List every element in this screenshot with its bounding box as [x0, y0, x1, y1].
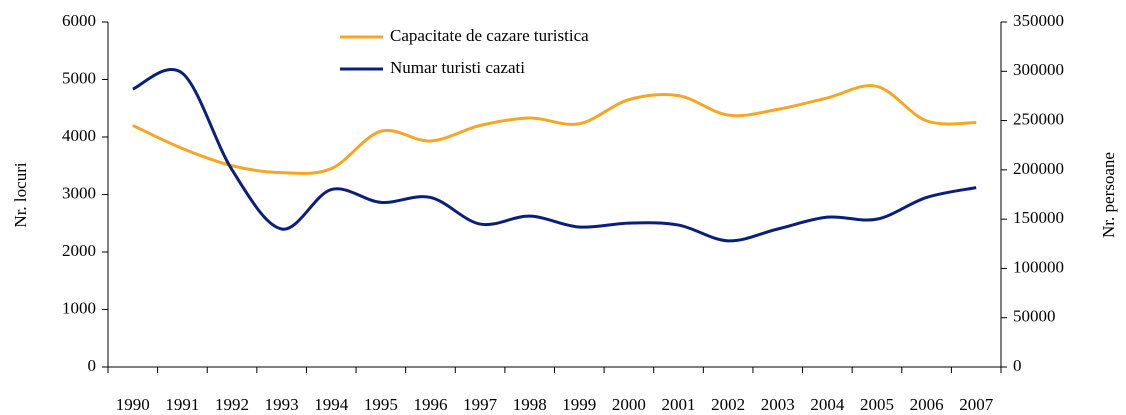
x-tick-label: 1999 — [562, 395, 596, 414]
legend-label: Capacitate de cazare turistica — [390, 26, 589, 45]
x-tick-label: 2006 — [910, 395, 944, 414]
y-axis-title: Nr. locuri — [11, 162, 30, 227]
y2-tick-label: 0 — [1013, 356, 1022, 375]
x-tick-label: 1990 — [116, 395, 150, 414]
x-tick-label: 2002 — [711, 395, 745, 414]
y2-tick-label: 350000 — [1013, 11, 1064, 30]
legend-label: Numar turisti cazati — [390, 58, 525, 77]
y2-axis-title: Nr. persoane — [1099, 152, 1118, 238]
x-tick-label: 1998 — [513, 395, 547, 414]
y2-tick-label: 50000 — [1013, 307, 1056, 326]
x-tick-label: 1993 — [265, 395, 299, 414]
x-tick-label: 1994 — [314, 395, 349, 414]
x-tick-label: 2000 — [612, 395, 646, 414]
x-tick-label: 2005 — [860, 395, 894, 414]
y2-tick-label: 300000 — [1013, 60, 1064, 79]
x-tick-label: 2004 — [810, 395, 845, 414]
y-tick-label: 4000 — [62, 126, 96, 145]
x-tick-label: 2001 — [662, 395, 696, 414]
y-tick-label: 5000 — [62, 68, 96, 87]
x-tick-label: 1992 — [215, 395, 249, 414]
y-tick-label: 2000 — [62, 241, 96, 260]
y2-tick-label: 150000 — [1013, 208, 1064, 227]
y-tick-label: 0 — [88, 356, 97, 375]
y-tick-label: 1000 — [62, 298, 96, 317]
x-tick-label: 2003 — [761, 395, 795, 414]
y2-tick-label: 100000 — [1013, 257, 1064, 276]
series-line — [132, 84, 977, 175]
y-tick-label: 3000 — [62, 183, 96, 202]
x-tick-label: 1996 — [413, 395, 447, 414]
x-tick-label: 1991 — [165, 395, 199, 414]
x-tick-label: 2007 — [959, 395, 994, 414]
y-tick-label: 6000 — [62, 11, 96, 30]
x-tick-label: 1995 — [364, 395, 398, 414]
series-line — [132, 68, 977, 243]
x-tick-label: 1997 — [463, 395, 498, 414]
y2-tick-label: 200000 — [1013, 159, 1064, 178]
y2-tick-label: 250000 — [1013, 109, 1064, 128]
